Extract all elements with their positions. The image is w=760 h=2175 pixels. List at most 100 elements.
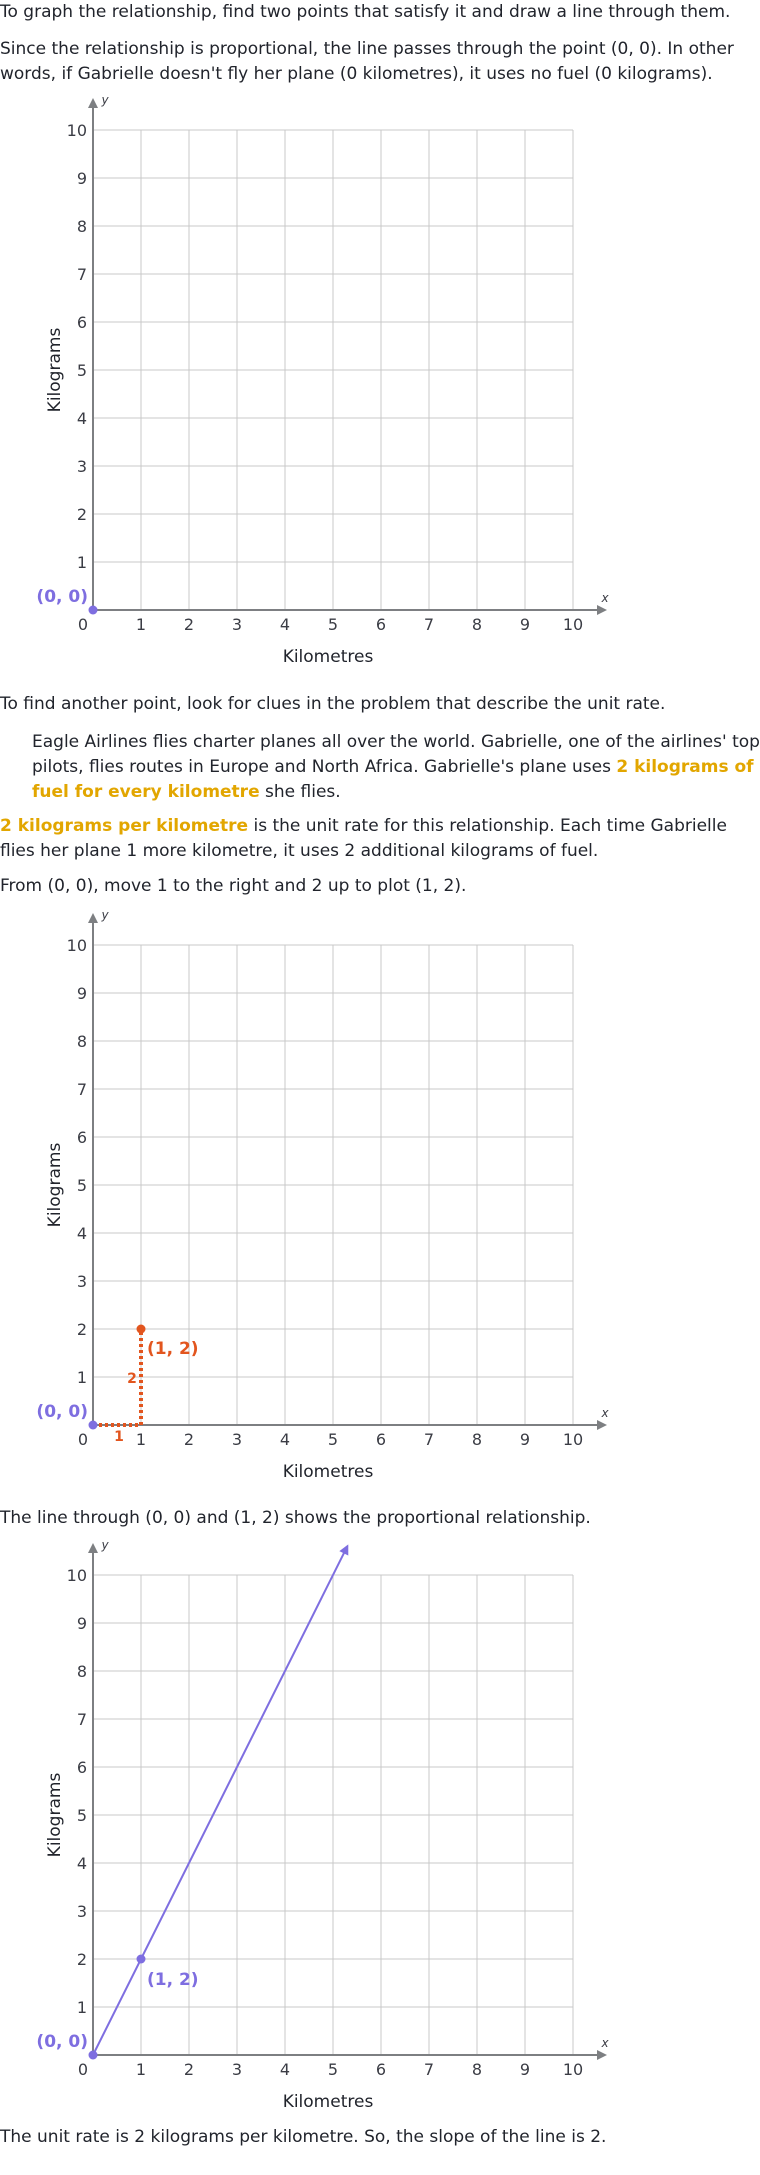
x-tick-label: 8 xyxy=(472,615,482,634)
unit-rate-text: is the unit rate for this relationship. … xyxy=(0,816,727,861)
x-axis-label: Kilometres xyxy=(283,1462,374,1482)
x-tick-label: 0 xyxy=(78,1430,88,1449)
graph-proportional-line: x y 0 1 2 3 4 5 6 7 8 9 10 1 2 3 4 5 6 7 8 9 10 Kilometres Kilog… xyxy=(36,1538,609,2112)
unit-rate-highlight: 2 kilograms per kilometre xyxy=(0,816,249,836)
x-tick-label: 3 xyxy=(232,1430,242,1449)
y-tick-label: 7 xyxy=(77,1710,87,1729)
slope-conclusion: The unit rate is 2 kilograms per kilomet… xyxy=(0,2127,607,2147)
y-tick-label: 6 xyxy=(77,313,87,332)
y-tick-label: 2 xyxy=(77,505,87,524)
y-tick-label: 7 xyxy=(77,1080,87,1099)
unit-rate-explanation: 2 kilograms per kilometre is the unit ra… xyxy=(0,814,760,864)
y-tick-label: 4 xyxy=(77,1854,87,1873)
y-tick-label: 2 xyxy=(77,1320,87,1339)
x-tick-label: 0 xyxy=(78,615,88,634)
y-tick-label: 8 xyxy=(77,217,87,236)
x-tick-label: 8 xyxy=(472,2060,482,2079)
x-tick-label: 9 xyxy=(520,2060,530,2079)
x-tick-label: 1 xyxy=(136,615,146,634)
y-axis-label: Kilograms xyxy=(45,1773,65,1858)
x-tick-label: 3 xyxy=(232,2060,242,2079)
y-tick-label: 1 xyxy=(77,553,87,572)
y-tick-label: 2 xyxy=(77,1950,87,1969)
y-tick-label: 10 xyxy=(67,121,87,140)
x-tick-label: 2 xyxy=(184,2060,194,2079)
y-axis-label: Kilograms xyxy=(45,1143,65,1228)
y-tick-label: 10 xyxy=(67,936,87,955)
y-tick-label: 4 xyxy=(77,1224,87,1243)
quote-text-a: Eagle Airlines flies charter planes all … xyxy=(32,732,760,777)
x-tick-label: 10 xyxy=(563,2060,583,2079)
y-axis-name: y xyxy=(100,908,109,922)
y-tick-label: 10 xyxy=(67,1566,87,1585)
point-label: (0, 0) xyxy=(36,1402,88,1422)
data-point xyxy=(88,605,98,615)
x-tick-label: 1 xyxy=(136,2060,146,2079)
plot-instruction: From (0, 0), move 1 to the right and 2 u… xyxy=(0,876,467,896)
y-tick-label: 4 xyxy=(77,409,87,428)
x-tick-label: 4 xyxy=(280,1430,290,1449)
x-tick-label: 7 xyxy=(424,1430,434,1449)
x-tick-label: 9 xyxy=(520,1430,530,1449)
x-tick-label: 9 xyxy=(520,615,530,634)
x-tick-label: 5 xyxy=(328,615,338,634)
y-tick-label: 1 xyxy=(77,1998,87,2017)
data-point xyxy=(136,1954,146,1964)
y-axis-name: y xyxy=(100,93,109,107)
unit-rate-hint: To find another point, look for clues in… xyxy=(0,694,666,714)
x-tick-label: 7 xyxy=(424,2060,434,2079)
y-tick-label: 7 xyxy=(77,265,87,284)
x-axis-label: Kilometres xyxy=(283,647,374,667)
x-tick-label: 0 xyxy=(78,2060,88,2079)
proportional-explanation: Since the relationship is proportional, … xyxy=(0,39,734,84)
y-tick-label: 9 xyxy=(77,1614,87,1633)
x-tick-label: 3 xyxy=(232,615,242,634)
x-tick-label: 6 xyxy=(376,1430,386,1449)
data-point xyxy=(88,2050,98,2060)
x-tick-label: 6 xyxy=(376,2060,386,2079)
quote-text-b: she flies. xyxy=(259,782,341,802)
x-tick-label: 10 xyxy=(563,615,583,634)
y-tick-label: 8 xyxy=(77,1662,87,1681)
y-tick-label: 5 xyxy=(77,361,87,380)
x-tick-label: 10 xyxy=(563,1430,583,1449)
x-tick-label: 2 xyxy=(184,615,194,634)
y-tick-label: 3 xyxy=(77,1902,87,1921)
y-axis-label: Kilograms xyxy=(45,328,65,413)
x-axis-name: x xyxy=(600,1406,609,1420)
y-axis-name: y xyxy=(100,1538,109,1552)
problem-quote: Eagle Airlines flies charter planes all … xyxy=(32,730,760,805)
point-label: (1, 2) xyxy=(147,1339,199,1359)
data-point xyxy=(136,1324,146,1334)
x-tick-label: 5 xyxy=(328,2060,338,2079)
y-tick-label: 6 xyxy=(77,1758,87,1777)
point-label: (0, 0) xyxy=(36,587,88,607)
x-tick-label: 7 xyxy=(424,615,434,634)
y-tick-label: 3 xyxy=(77,457,87,476)
y-tick-label: 9 xyxy=(77,984,87,1003)
quote-highlight: 2 kilograms of fuel for every kilometre xyxy=(32,757,754,802)
point-label: (1, 2) xyxy=(147,1970,199,1990)
x-tick-label: 1 xyxy=(136,1430,146,1449)
x-tick-label: 4 xyxy=(280,2060,290,2079)
y-tick-label: 1 xyxy=(77,1368,87,1387)
x-tick-label: 4 xyxy=(280,615,290,634)
x-tick-label: 8 xyxy=(472,1430,482,1449)
x-axis-name: x xyxy=(600,2036,609,2050)
point-label: (0, 0) xyxy=(36,2032,88,2052)
step-label: 2 xyxy=(127,1371,137,1387)
y-tick-label: 5 xyxy=(77,1176,87,1195)
graph-unit-rate-step: x y 0 1 2 3 4 5 6 7 8 9 10 1 2 3 4 5 6 7 8 9 10 Kilometres Kilog… xyxy=(36,908,609,1482)
line-explanation: The line through (0, 0) and (1, 2) shows… xyxy=(0,1508,591,1528)
y-tick-label: 9 xyxy=(77,169,87,188)
y-tick-label: 3 xyxy=(77,1272,87,1291)
y-tick-label: 5 xyxy=(77,1806,87,1825)
proportional-line xyxy=(92,1544,349,2056)
graph-origin: x y 0 1 2 3 4 5 6 7 8 9 10 1 2 3 4 5 6 7 8 9 10 Kilometres Kilog… xyxy=(36,93,609,667)
y-tick-label: 6 xyxy=(77,1128,87,1147)
intro-text: To graph the relationship, find two poin… xyxy=(0,2,731,22)
x-tick-label: 2 xyxy=(184,1430,194,1449)
x-tick-label: 5 xyxy=(328,1430,338,1449)
data-point xyxy=(88,1420,98,1430)
y-tick-label: 8 xyxy=(77,1032,87,1051)
